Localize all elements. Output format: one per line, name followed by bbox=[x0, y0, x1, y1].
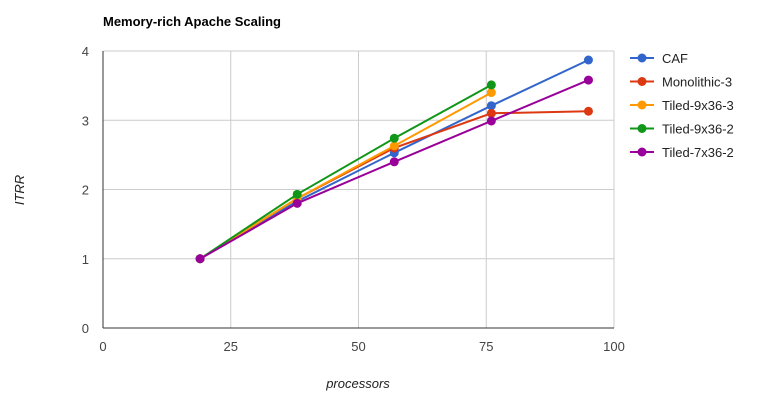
y-tick-label: 1 bbox=[82, 252, 89, 267]
data-point-tiled-9x36-2 bbox=[389, 133, 399, 143]
x-tick-label: 0 bbox=[99, 339, 106, 354]
legend-swatch-marker bbox=[637, 124, 647, 133]
data-point-tiled-7x36-2 bbox=[583, 75, 593, 85]
data-point-tiled-7x36-2 bbox=[389, 157, 399, 167]
data-point-tiled-9x36-3 bbox=[486, 88, 496, 98]
legend-item-monolithic-3: Monolithic-3 bbox=[630, 75, 732, 90]
series-line-tiled-9x36-2 bbox=[199, 84, 492, 260]
y-tick-label: 2 bbox=[82, 183, 89, 198]
y-axis-title: ITRR bbox=[12, 175, 27, 205]
series-line-tiled-7x36-2 bbox=[199, 79, 589, 260]
series-monolithic-3 bbox=[195, 106, 593, 264]
legend-swatch-marker bbox=[637, 77, 647, 86]
legend-item-tiled-9x36-2: Tiled-9x36-2 bbox=[630, 122, 734, 137]
chart-title: Memory-rich Apache Scaling bbox=[103, 14, 281, 29]
grid bbox=[103, 50, 615, 328]
x-tick-label: 100 bbox=[603, 339, 625, 354]
legend-item-caf: CAF bbox=[630, 51, 688, 66]
axes: 0 25 50 75 100 0 1 2 3 4 bbox=[82, 44, 625, 354]
series-tiled-9x36-3 bbox=[195, 88, 496, 264]
legend-swatch-marker bbox=[637, 147, 647, 157]
x-tick-label: 75 bbox=[479, 339, 493, 354]
legend-swatch-marker bbox=[637, 100, 647, 110]
legend-label: Tiled-9x36-2 bbox=[662, 122, 734, 137]
y-tick-label: 0 bbox=[82, 321, 89, 336]
y-tick-label: 3 bbox=[82, 113, 89, 128]
series-line-monolithic-3 bbox=[199, 110, 589, 260]
data-point-tiled-7x36-2 bbox=[486, 116, 496, 126]
legend-label: Tiled-9x36-3 bbox=[662, 98, 734, 113]
series-tiled-9x36-2 bbox=[195, 80, 496, 264]
legend-label: Monolithic-3 bbox=[662, 75, 732, 90]
x-tick-label: 25 bbox=[224, 339, 238, 354]
legend-label: Tiled-7x36-2 bbox=[662, 145, 734, 160]
data-point-monolithic-3 bbox=[486, 108, 496, 118]
legend-item-tiled-7x36-2: Tiled-7x36-2 bbox=[630, 145, 734, 160]
data-point-tiled-7x36-2 bbox=[292, 198, 302, 208]
series-layer bbox=[195, 55, 593, 264]
data-point-tiled-9x36-2 bbox=[292, 189, 302, 199]
x-tick-label: 50 bbox=[351, 339, 365, 354]
series-line-tiled-9x36-3 bbox=[199, 91, 492, 260]
data-point-tiled-9x36-2 bbox=[486, 80, 496, 90]
data-point-monolithic-3 bbox=[583, 106, 593, 116]
data-point-tiled-7x36-2 bbox=[195, 254, 205, 264]
data-point-caf bbox=[486, 101, 496, 111]
legend: CAF Monolithic-3 Tiled-9x36-3 Tiled-9x36-2 T… bbox=[630, 51, 734, 160]
data-point-caf bbox=[583, 55, 593, 65]
data-point-tiled-9x36-3 bbox=[389, 141, 399, 151]
x-axis-title: processors bbox=[325, 376, 390, 391]
legend-label: CAF bbox=[662, 51, 688, 66]
legend-item-tiled-9x36-3: Tiled-9x36-3 bbox=[630, 98, 734, 113]
legend-swatch-marker bbox=[637, 53, 647, 63]
series-tiled-7x36-2 bbox=[195, 75, 593, 264]
y-tick-label: 4 bbox=[82, 44, 89, 59]
